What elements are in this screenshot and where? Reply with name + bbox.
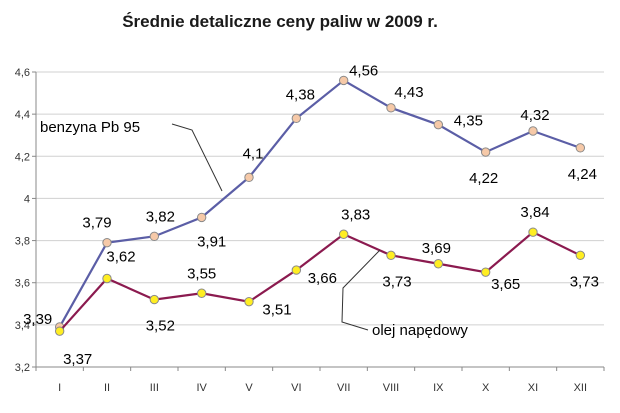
data-label: 3,39	[23, 311, 52, 328]
x-tick-label: XI	[528, 382, 538, 394]
y-tick-label: 3,4	[15, 320, 30, 332]
data-label: 3,66	[308, 270, 337, 287]
x-tick-label: IX	[433, 382, 444, 394]
series-group	[54, 75, 586, 336]
petrol-point	[338, 75, 349, 86]
series-line	[58, 79, 581, 328]
petrol-point	[433, 119, 444, 130]
diesel-point	[338, 229, 349, 239]
petrol-point	[575, 143, 586, 153]
x-tick-label: VII	[337, 382, 350, 394]
diesel-point	[528, 227, 538, 237]
data-label: 3,51	[262, 302, 291, 319]
series-line	[58, 230, 581, 332]
series-leader-line	[171, 123, 223, 192]
data-label: 3,37	[63, 351, 92, 368]
data-label: 3,91	[197, 233, 226, 250]
y-tick-label: 4,4	[15, 109, 30, 121]
diesel-point	[196, 288, 207, 298]
y-tick-label: 4	[24, 193, 30, 205]
chart-title: Średnie detaliczne ceny paliw w 2009 r.	[122, 12, 438, 31]
data-label: 4,22	[469, 170, 498, 187]
x-axis-ticks: I II III IV V VI VII VIII IX X XI XII	[58, 382, 587, 394]
data-label: 3,62	[106, 249, 135, 266]
x-tick-label: III	[150, 382, 159, 394]
y-tick-label: 3,6	[15, 278, 30, 290]
data-label: 4,56	[349, 62, 378, 79]
data-label: 3,84	[520, 204, 549, 221]
x-tick-label: VIII	[383, 382, 400, 394]
data-label: 3,73	[382, 273, 411, 290]
petrol-point	[102, 237, 112, 248]
data-label: 3,69	[422, 240, 451, 257]
data-label: 4,32	[520, 107, 549, 124]
diesel-point	[291, 265, 302, 275]
y-tick-label: 4,2	[15, 151, 30, 163]
series-name-label: olej napędowy	[372, 322, 468, 339]
y-axis-ticks: 3,2 3,4 3,6 3,8 4 4,2 4,4 4,6	[15, 67, 30, 374]
x-tick-label: VI	[291, 382, 301, 394]
data-label: 4,43	[394, 84, 423, 101]
series-name-label: benzyna Pb 95	[40, 119, 140, 136]
y-tick-label: 3,8	[15, 236, 30, 248]
data-label: 4,35	[454, 113, 483, 130]
data-label: 3,83	[341, 206, 370, 223]
petrol-point	[291, 113, 302, 124]
diesel-point	[480, 267, 491, 277]
x-tick-label: IV	[196, 382, 207, 394]
x-tick-label: X	[482, 382, 490, 394]
axes	[32, 71, 605, 371]
series-leader-line	[341, 249, 381, 331]
data-label: 3,52	[146, 318, 175, 335]
petrol-point	[244, 172, 254, 183]
diesel-point	[102, 273, 112, 284]
diesel-point	[244, 296, 254, 307]
data-label: 4,38	[286, 86, 315, 103]
data-label: 3,55	[187, 265, 216, 282]
petrol-point	[528, 126, 538, 136]
petrol-point	[149, 231, 160, 242]
petrol-point	[196, 212, 207, 223]
data-labels: 3,39 3,79 3,82 3,91 4,1 4,38 4,56 4,43 4,35 4,22 4…	[23, 62, 599, 368]
data-label: 3,79	[82, 215, 111, 232]
data-label: 3,82	[146, 208, 175, 225]
petrol-point	[480, 147, 491, 157]
diesel-point	[575, 250, 586, 261]
data-label: 4,1	[243, 145, 264, 162]
x-tick-label: I	[58, 382, 61, 394]
y-tick-label: 3,2	[15, 362, 30, 374]
data-label: 3,65	[491, 276, 520, 293]
diesel-point	[54, 326, 65, 336]
diesel-point	[386, 250, 396, 261]
y-tick-label: 4,6	[15, 67, 30, 79]
x-tick-label: V	[245, 382, 253, 394]
data-label: 3,73	[570, 273, 599, 290]
petrol-point	[386, 103, 396, 113]
series-name-leaders: benzyna Pb 95 olej napędowy	[40, 119, 468, 339]
x-tick-label: II	[104, 382, 110, 394]
diesel-point	[149, 294, 160, 305]
data-label: 4,24	[568, 166, 597, 183]
diesel-point	[433, 259, 444, 269]
x-tick-label: XII	[574, 382, 587, 394]
